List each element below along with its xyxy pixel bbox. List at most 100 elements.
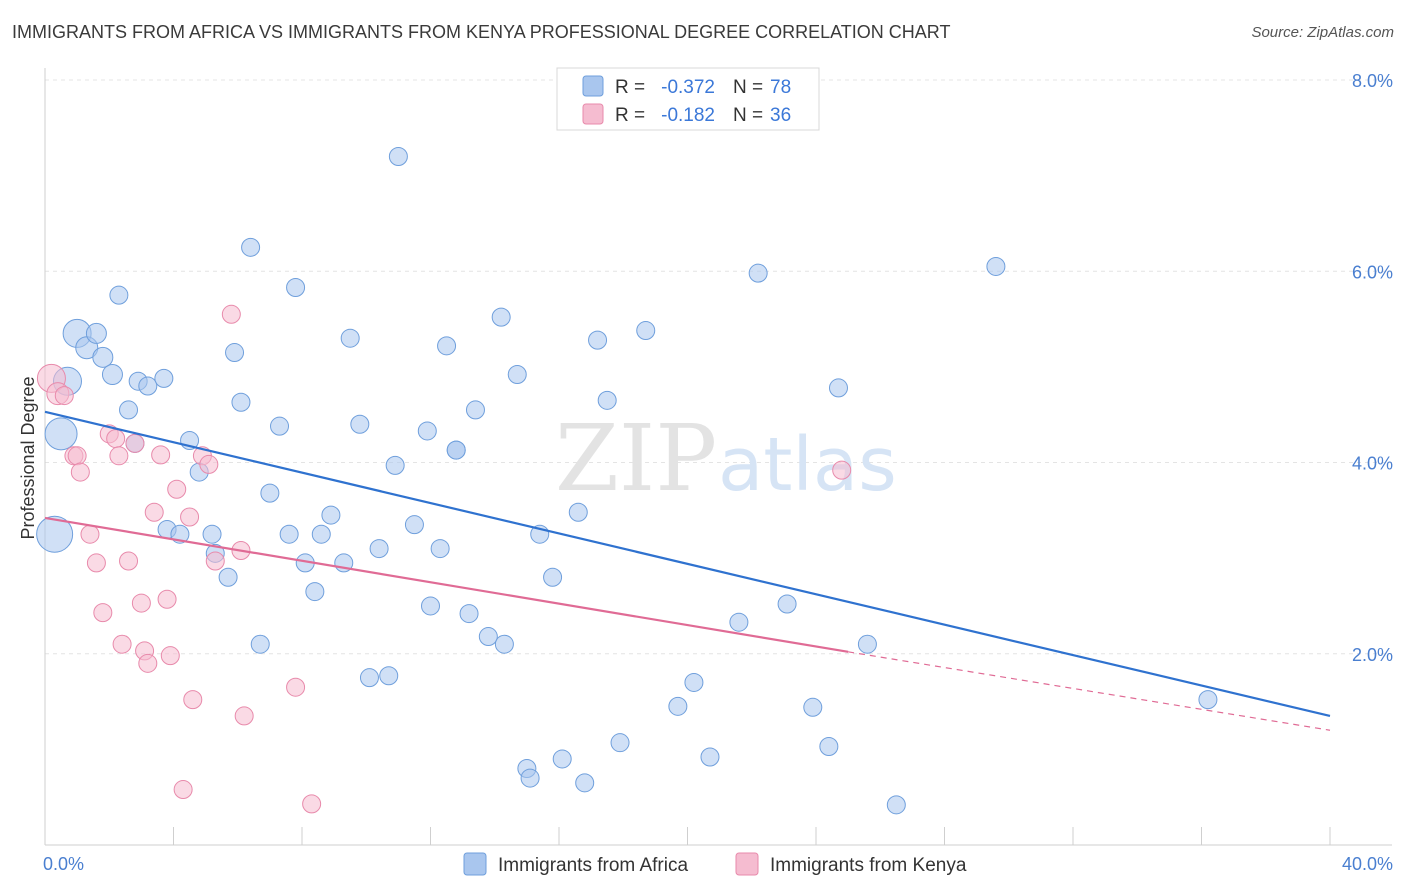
legend-r-label-1: R = [615,105,645,126]
bottom-legend-swatch-1 [735,852,759,876]
y-tick-label-1: 4.0% [1352,454,1393,474]
africa-point-59 [575,773,595,793]
africa-point-1 [44,417,78,451]
kenya-point-6 [80,524,100,544]
africa-point-23 [241,237,261,257]
kenya-point-25 [183,690,203,710]
kenya-point-19 [151,445,171,465]
legend-r-value-1: -0.182 [661,105,715,126]
legend-swatch-0 [582,75,604,97]
grid-lines [45,79,1392,655]
legend-n-label-1: N = [733,105,763,126]
kenya-point-7 [86,553,106,573]
africa-point-67 [729,612,749,632]
africa-point-56 [543,567,563,587]
africa-point-77 [446,440,466,460]
africa-point-74 [886,795,906,815]
africa-point-50 [491,307,511,327]
africa-point-31 [311,524,331,544]
legend: R = -0.372 N = 78 R = -0.182 N = 36 [556,67,820,131]
x-tick-label-1: 40.0% [1342,854,1393,874]
africa-point-42 [417,421,437,441]
y-tick-label-3: 8.0% [1352,71,1393,91]
watermark: ZIP atlas [555,405,897,512]
kenya-point-12 [112,634,132,654]
kenya-point-18 [144,502,164,522]
africa-point-21 [225,343,245,363]
bottom-legend-swatch-0 [463,852,487,876]
africa-point-52 [507,365,527,385]
x-tick-label-0: 0.0% [43,854,84,874]
legend-n-value-1: 36 [770,105,791,126]
africa-point-8 [109,285,129,305]
africa-point-39 [385,455,405,475]
africa-point-32 [321,505,341,525]
chart-source: Source: ZipAtlas.com [1251,24,1394,41]
africa-point-57 [552,749,572,769]
bottom-legend-label-0: Immigrants from Africa [498,855,688,876]
africa-point-36 [359,668,379,688]
legend-n-label-0: N = [733,77,763,98]
kenya-point-10 [106,429,126,449]
kenya-point-17 [138,653,158,673]
kenya-point-27 [199,454,219,474]
africa-point-13 [154,368,174,388]
kenya-point-13 [119,551,139,571]
africa-point-66 [700,747,720,767]
legend-n-value-0: 78 [770,77,791,98]
kenya-point-29 [221,304,241,324]
africa-point-49 [478,627,498,647]
africa-point-12 [138,376,158,396]
africa-point-37 [369,539,389,559]
africa-point-72 [828,378,848,398]
kenya-point-15 [131,593,151,613]
africa-point-5 [85,322,107,344]
africa-point-61 [597,390,617,410]
africa-point-0 [36,515,74,553]
y-tick-label-2: 6.0% [1352,262,1393,282]
africa-point-63 [636,321,656,341]
africa-point-64 [668,696,688,716]
africa-point-41 [404,515,424,535]
kenya-point-35 [832,460,852,480]
watermark-atlas: atlas [718,422,897,508]
kenya-point-24 [180,507,200,527]
africa-point-69 [777,594,797,614]
africa-point-73 [857,634,877,654]
africa-point-9 [119,400,139,420]
bottom-legend-label-1: Immigrants from Kenya [770,855,967,876]
axes [44,68,1392,846]
africa-point-43 [421,596,440,616]
kenya-point-32 [286,677,306,697]
africa-point-45 [437,336,457,356]
africa-point-38 [379,666,399,686]
kenya-point-20 [157,589,177,609]
kenya-point-5 [70,462,90,482]
africa-point-75 [986,256,1006,276]
africa-point-20 [218,567,238,587]
chart-title: IMMIGRANTS FROM AFRICA VS IMMIGRANTS FRO… [12,22,951,42]
kenya-point-14 [125,433,145,453]
africa-point-58 [568,502,588,522]
data-points [36,94,1218,815]
africa-point-7 [101,364,123,386]
africa-point-48 [465,400,485,420]
legend-r-label-0: R = [615,77,645,98]
kenya-point-21 [160,646,180,666]
kenya-point-2 [54,386,74,406]
legend-r-value-0: -0.372 [661,77,715,98]
africa-point-62 [610,733,630,753]
africa-point-18 [202,524,222,544]
africa-point-47 [459,604,479,624]
kenya-trend-extension [848,651,1331,731]
kenya-point-31 [234,706,254,726]
africa-point-71 [819,737,839,757]
africa-point-76 [1198,690,1218,710]
africa-point-6 [92,346,114,368]
kenya-point-28 [205,551,225,571]
kenya-trend-line [44,516,849,653]
trend-lines [44,410,1331,731]
africa-point-34 [340,328,360,348]
africa-point-70 [803,697,823,717]
